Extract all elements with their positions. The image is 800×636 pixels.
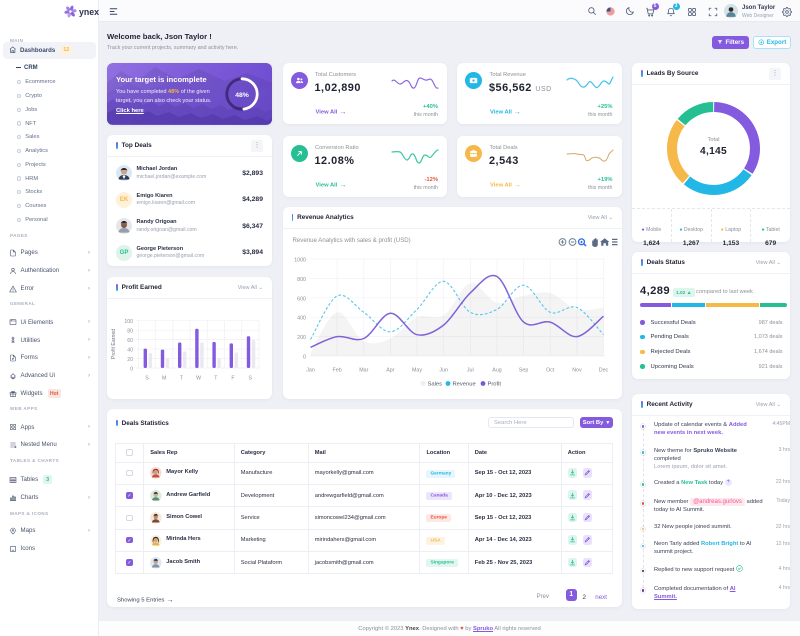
svg-text:200: 200 <box>297 335 306 341</box>
svg-text:Aug: Aug <box>492 368 501 374</box>
svg-text:1000: 1000 <box>294 258 306 264</box>
svg-text:20: 20 <box>127 357 133 363</box>
svg-text:Profit: Profit <box>487 382 501 388</box>
svg-text:M: M <box>162 376 166 382</box>
svg-text:Profit Earned: Profit Earned <box>111 329 117 359</box>
svg-text:S: S <box>248 376 252 382</box>
svg-text:Jul: Jul <box>466 368 473 374</box>
svg-text:Jun: Jun <box>439 368 448 374</box>
svg-text:80: 80 <box>127 329 133 335</box>
svg-text:Oct: Oct <box>546 368 555 374</box>
svg-text:Revenue: Revenue <box>452 382 475 388</box>
svg-text:800: 800 <box>297 277 306 283</box>
svg-text:Apr: Apr <box>386 368 394 374</box>
svg-text:Mar: Mar <box>359 368 368 374</box>
svg-text:W: W <box>196 376 201 382</box>
svg-text:May: May <box>411 368 421 374</box>
svg-text:T: T <box>180 376 184 382</box>
svg-text:Dec: Dec <box>598 368 608 374</box>
svg-text:Nov: Nov <box>572 368 582 374</box>
svg-text:T: T <box>214 376 218 382</box>
svg-text:48%: 48% <box>235 92 249 99</box>
svg-text:400: 400 <box>297 316 306 322</box>
svg-text:40: 40 <box>127 347 133 353</box>
svg-text:Jan: Jan <box>306 368 315 374</box>
svg-text:Sales: Sales <box>427 382 442 388</box>
svg-text:0: 0 <box>303 355 306 361</box>
svg-text:100: 100 <box>124 319 133 325</box>
svg-text:600: 600 <box>297 296 306 302</box>
svg-text:0: 0 <box>130 366 133 372</box>
svg-text:60: 60 <box>127 338 133 344</box>
svg-text:Feb: Feb <box>332 368 341 374</box>
svg-text:Sep: Sep <box>518 368 527 374</box>
svg-text:S: S <box>145 376 149 382</box>
svg-text:F: F <box>231 376 234 382</box>
